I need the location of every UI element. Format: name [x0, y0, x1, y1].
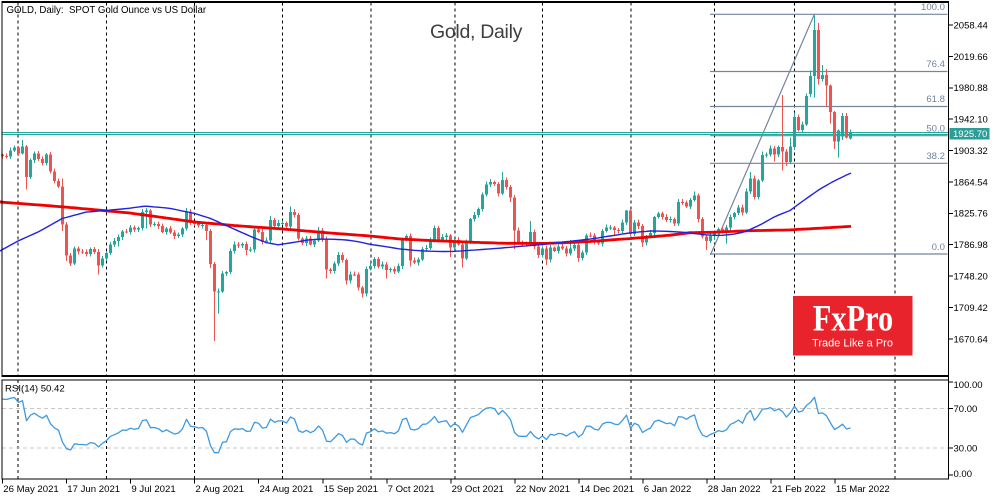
svg-text:RSI(14) 50.42: RSI(14) 50.42	[5, 384, 65, 395]
svg-text:GOLD, Daily: SPOT Gold Ounce: GOLD, Daily: SPOT Gold Ounce vs US Dolla…	[7, 5, 207, 16]
svg-text:30.00: 30.00	[954, 444, 978, 455]
svg-text:Trade Like a Pro: Trade Like a Pro	[812, 338, 893, 350]
svg-text:38.2: 38.2	[926, 151, 945, 162]
svg-text:1864.54: 1864.54	[954, 177, 988, 188]
svg-text:17 Jun 2021: 17 Jun 2021	[67, 484, 120, 495]
svg-text:50.0: 50.0	[926, 123, 945, 134]
svg-text:100.00: 100.00	[954, 380, 983, 391]
svg-text:28 Jan 2022: 28 Jan 2022	[708, 484, 761, 495]
svg-text:29 Oct 2021: 29 Oct 2021	[452, 484, 504, 495]
svg-text:1670.64: 1670.64	[954, 334, 988, 345]
svg-text:61.8: 61.8	[926, 94, 945, 105]
svg-text:26 May 2021: 26 May 2021	[3, 484, 58, 495]
svg-text:FxPro: FxPro	[813, 299, 893, 339]
svg-text:9 Jul 2021: 9 Jul 2021	[131, 484, 175, 495]
svg-text:0.0: 0.0	[932, 242, 945, 253]
svg-text:1980.88: 1980.88	[954, 83, 988, 94]
svg-text:15 Sep 2021: 15 Sep 2021	[324, 484, 378, 495]
svg-text:22 Nov 2021: 22 Nov 2021	[516, 484, 570, 495]
svg-text:1925.70: 1925.70	[953, 129, 987, 140]
svg-text:2019.66: 2019.66	[954, 52, 988, 63]
svg-text:2058.44: 2058.44	[954, 20, 988, 31]
svg-text:100.0: 100.0	[921, 2, 945, 13]
svg-text:Gold, Daily: Gold, Daily	[430, 21, 523, 43]
svg-text:1786.98: 1786.98	[954, 240, 988, 251]
svg-text:15 Mar 2022: 15 Mar 2022	[836, 484, 890, 495]
svg-text:24 Aug 2021: 24 Aug 2021	[260, 484, 314, 495]
svg-text:6 Jan 2022: 6 Jan 2022	[644, 484, 691, 495]
svg-text:2 Aug 2021: 2 Aug 2021	[195, 484, 244, 495]
svg-text:1748.20: 1748.20	[954, 272, 988, 283]
svg-text:21 Feb 2022: 21 Feb 2022	[772, 484, 826, 495]
svg-text:14 Dec 2021: 14 Dec 2021	[580, 484, 634, 495]
svg-text:70.00: 70.00	[954, 404, 978, 415]
svg-text:1709.42: 1709.42	[954, 303, 988, 314]
svg-text:0.00: 0.00	[954, 469, 973, 480]
svg-text:1903.32: 1903.32	[954, 146, 988, 157]
svg-text:1942.10: 1942.10	[954, 115, 988, 126]
svg-text:1825.76: 1825.76	[954, 209, 988, 220]
svg-text:7 Oct 2021: 7 Oct 2021	[388, 484, 435, 495]
svg-text:76.4: 76.4	[926, 59, 945, 70]
